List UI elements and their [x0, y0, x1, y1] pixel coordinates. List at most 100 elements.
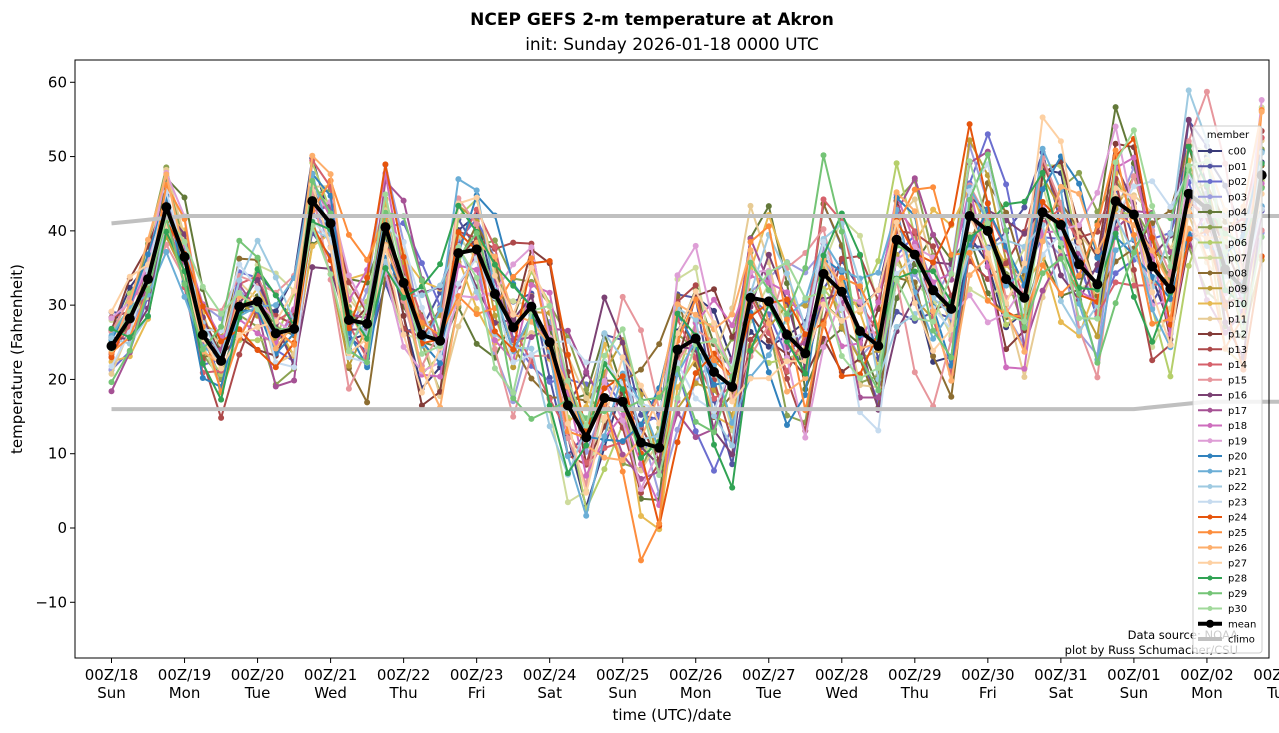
- series-point-p30: [1076, 315, 1083, 322]
- mean-point: [672, 344, 683, 355]
- legend-label: mean: [1228, 619, 1256, 630]
- series-point-p25: [765, 223, 772, 230]
- series-point-p26: [1021, 348, 1028, 355]
- series-point-p25: [1112, 147, 1119, 154]
- series-point-p28: [583, 442, 590, 449]
- series-point-p29: [747, 259, 754, 266]
- mean-point: [124, 313, 135, 324]
- legend-label: p24: [1228, 513, 1247, 524]
- series-point-p30: [802, 295, 809, 302]
- series-point-p16: [765, 251, 772, 258]
- series-point-p27: [1076, 238, 1083, 245]
- series-point-p20: [765, 369, 772, 376]
- series-point-p27: [473, 194, 480, 201]
- legend-swatch-marker: [1207, 331, 1213, 337]
- series-point-p30: [857, 375, 863, 382]
- series-point-p25: [619, 468, 626, 475]
- series-point-p07: [510, 298, 517, 305]
- legend-label: p21: [1228, 467, 1247, 478]
- series-point-p22: [601, 330, 608, 337]
- series-point-p02: [711, 467, 717, 474]
- legend-label: p10: [1228, 299, 1247, 310]
- series-point-p23: [108, 363, 115, 370]
- series-point-p24: [948, 220, 955, 227]
- series-point-p28: [729, 484, 736, 491]
- series-point-p30: [911, 315, 918, 322]
- series-point-p30: [491, 365, 498, 372]
- series-point-p17: [911, 175, 918, 182]
- y-tick-label: 10: [48, 445, 67, 463]
- series-point-p29: [1021, 324, 1028, 331]
- x-tick-label: 00Z/19: [158, 666, 212, 684]
- legend-swatch-marker: [1207, 285, 1213, 291]
- series-point-p27: [911, 300, 918, 307]
- series-point-p20: [1094, 254, 1101, 261]
- series-point-p25: [911, 186, 918, 193]
- series-point-p30: [236, 289, 243, 296]
- series-point-p29: [510, 395, 517, 402]
- mean-point: [800, 348, 811, 359]
- series-point-p10: [638, 513, 644, 519]
- x-tick-day-label: Wed: [825, 684, 858, 702]
- series-point-p15: [510, 413, 517, 420]
- x-tick-day-label: Thu: [900, 684, 929, 702]
- series-point-p24: [966, 121, 973, 128]
- series-point-p29: [692, 418, 699, 425]
- mean-point: [581, 432, 592, 443]
- series-point-p01: [638, 411, 644, 418]
- series-point-p04: [784, 280, 790, 287]
- series-point-p25: [1076, 272, 1083, 279]
- legend-entry-p21: p21: [1198, 467, 1247, 478]
- series-line-p30: [110, 129, 1263, 477]
- series-point-p19: [984, 319, 991, 326]
- series-point-p26: [765, 320, 772, 327]
- series-line-p12: [110, 142, 1263, 465]
- mean-point: [197, 329, 208, 340]
- series-point-p26: [911, 208, 918, 215]
- mean-point: [745, 292, 756, 303]
- legend-label: p07: [1228, 253, 1247, 264]
- series-point-p30: [382, 191, 389, 198]
- mean-point: [289, 323, 300, 334]
- y-tick-label: −10: [35, 593, 67, 611]
- series-point-p02: [1003, 181, 1010, 188]
- series-point-p27: [638, 382, 644, 389]
- y-axis-label: temperature (Fahrenheit): [8, 264, 26, 454]
- series-point-p01: [546, 374, 553, 381]
- series-point-p15: [345, 385, 352, 392]
- series-point-p26: [729, 311, 736, 318]
- series-point-p28: [674, 310, 681, 317]
- series-point-p29: [711, 429, 717, 436]
- mean-point: [818, 268, 829, 279]
- series-point-p21: [583, 512, 590, 519]
- series-point-p20: [1039, 186, 1046, 193]
- legend-swatch-marker: [1207, 514, 1213, 520]
- series-point-p21: [564, 453, 571, 460]
- series-point-p29: [309, 177, 316, 184]
- x-tick-label: 00Z/22: [377, 666, 431, 684]
- series-point-p12: [729, 333, 736, 340]
- series-point-p21: [838, 267, 845, 274]
- series-point-c00: [765, 343, 772, 350]
- series-point-p30: [1021, 318, 1028, 325]
- series-point-p19: [674, 272, 681, 279]
- series-point-p14: [491, 243, 498, 250]
- legend-swatch-marker: [1207, 590, 1213, 596]
- series-point-p28: [254, 266, 261, 273]
- x-tick-day-label: Mon: [1191, 684, 1223, 702]
- series-point-p25: [820, 321, 827, 328]
- legend-entry-p15: p15: [1198, 375, 1247, 386]
- series-point-p25: [510, 273, 517, 280]
- series-point-p14: [583, 459, 590, 466]
- series-point-p13: [1149, 357, 1156, 364]
- series-point-p22: [1076, 328, 1083, 335]
- series-point-p30: [656, 472, 663, 479]
- series-point-p30: [546, 302, 553, 309]
- series-point-p28: [1112, 230, 1119, 237]
- mean-point: [964, 211, 975, 221]
- series-line-p09: [110, 139, 1263, 465]
- legend-entry-p12: p12: [1198, 330, 1247, 341]
- legend-entries: c00 p01 p02 p03 p04 p05 p06 p07 p08 p09 p10 p11 p12 p…: [1198, 147, 1256, 646]
- legend-swatch-marker: [1207, 209, 1213, 215]
